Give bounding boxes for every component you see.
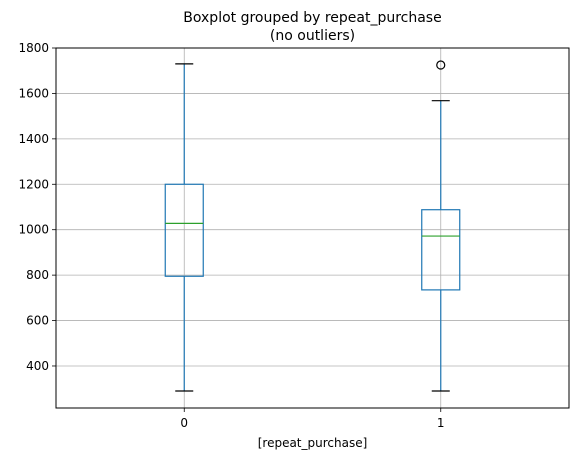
chart-subtitle: (no outliers) bbox=[270, 28, 355, 44]
y-tick-label: 400 bbox=[26, 359, 49, 373]
x-tick-label: 1 bbox=[437, 416, 445, 430]
y-tick-label: 800 bbox=[26, 268, 49, 282]
y-tick-label: 1000 bbox=[18, 223, 49, 237]
y-tick-label: 1400 bbox=[18, 132, 49, 146]
y-tick-label: 600 bbox=[26, 314, 49, 328]
axis-ticks: 400 600 800 1000 1200 1400 1600 1800 0 1 bbox=[18, 41, 444, 430]
x-axis-label: [repeat_purchase] bbox=[258, 436, 368, 450]
iqr-box bbox=[164, 183, 204, 277]
box-series bbox=[164, 60, 461, 392]
chart-title: Boxplot grouped by repeat_purchase bbox=[183, 10, 441, 26]
x-tick-label: 0 bbox=[180, 416, 188, 430]
y-tick-label: 1800 bbox=[18, 41, 49, 55]
iqr-box bbox=[421, 209, 461, 291]
box-group-0 bbox=[164, 63, 204, 392]
y-tick-label: 1600 bbox=[18, 86, 49, 100]
y-tick-label: 1200 bbox=[18, 177, 49, 191]
plot-frame bbox=[55, 47, 570, 409]
box-group-1 bbox=[421, 60, 461, 392]
grid-lines bbox=[56, 47, 569, 408]
outlier-point bbox=[436, 60, 446, 70]
